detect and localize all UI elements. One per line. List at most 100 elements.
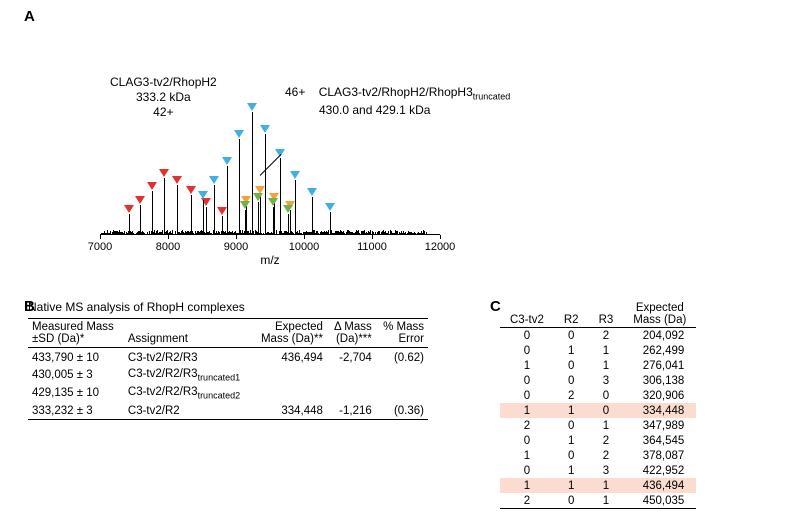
cell: 1 (589, 493, 624, 509)
cell: 334,448 (623, 403, 696, 418)
table-row: 433,790 ± 10C3-tv2/R2/R3436,494-2,704(0.… (28, 348, 428, 367)
tblB-header: Δ Mass(Da)*** (327, 319, 376, 348)
cell (252, 366, 327, 384)
x-tick (100, 235, 101, 239)
table-row: 201347,989 (500, 418, 696, 433)
cell (327, 384, 376, 402)
table-row: 201450,035 (500, 493, 696, 509)
panel-b-table-wrap: Native MS analysis of RhopH complexes Me… (28, 300, 428, 420)
cell: (0.36) (376, 403, 428, 420)
cell: 1 (500, 478, 554, 493)
tblC-header: ExpectedMass (Da) (623, 300, 696, 328)
ms-peak (227, 166, 228, 234)
table-row: 111436,494 (500, 478, 696, 493)
panel-a-label: A (24, 8, 35, 25)
blue-marker (325, 203, 335, 211)
green-marker (253, 193, 263, 201)
table-row: 101276,041 (500, 358, 696, 373)
table-row: 020320,906 (500, 388, 696, 403)
cell: 1 (500, 403, 554, 418)
panel-b-table: Measured Mass±SD (Da)*AssignmentExpected… (28, 318, 428, 420)
table-row: 430,005 ± 3C3-tv2/R2/R3truncated1 (28, 366, 428, 384)
chart-area: m/z 700080009000100001100012000 (100, 105, 440, 235)
red-marker (124, 205, 134, 213)
cell: C3-tv2/R2/R3 (124, 348, 252, 367)
cell: 0 (500, 463, 554, 478)
x-axis-label: m/z (260, 253, 279, 267)
table-row: 102378,087 (500, 448, 696, 463)
blue-marker (260, 125, 270, 133)
cell: 0 (554, 328, 589, 344)
ms-peak (258, 202, 259, 234)
table-row: 333,232 ± 3C3-tv2/R2334,448-1,216(0.36) (28, 403, 428, 420)
cell: 262,499 (623, 343, 696, 358)
cell: 430,005 ± 3 (28, 366, 124, 384)
ms-peak (214, 185, 215, 234)
cell: C3-tv2/R2/R3truncated1 (124, 366, 252, 384)
green-marker (268, 198, 278, 206)
blue-marker (247, 103, 257, 111)
ms-peak (239, 139, 240, 234)
x-axis (100, 234, 440, 235)
cell: 0 (589, 403, 624, 418)
ms-peak (206, 207, 207, 234)
ms-peak (203, 200, 204, 234)
annotation-truncated: 46+ CLAG3-tv2/RhopH2/RhopH3truncated430.… (285, 85, 510, 118)
cell: 364,545 (623, 433, 696, 448)
panel-a-chart: m/z 700080009000100001100012000 CLAG3-tv… (70, 10, 490, 280)
cell: 0 (500, 388, 554, 403)
red-marker (159, 169, 169, 177)
ms-peak (246, 205, 247, 234)
cell: 436,494 (623, 478, 696, 493)
x-tick-label: 12000 (425, 241, 456, 253)
cell (252, 384, 327, 402)
red-marker (147, 182, 157, 190)
cell: 1 (500, 358, 554, 373)
cell: 436,494 (252, 348, 327, 367)
ms-peak (245, 210, 246, 234)
cell: 1 (589, 343, 624, 358)
cell: 422,952 (623, 463, 696, 478)
cell: 2 (500, 418, 554, 433)
table-row: 002204,092 (500, 328, 696, 344)
table-row: 110334,448 (500, 403, 696, 418)
blue-marker (198, 191, 208, 199)
cell: 1 (589, 478, 624, 493)
panel-b-title: Native MS analysis of RhopH complexes (28, 300, 428, 314)
ms-peak (164, 178, 165, 234)
cell: 1 (589, 418, 624, 433)
cell: 1 (554, 343, 589, 358)
cell: 0 (500, 343, 554, 358)
x-tick (236, 235, 237, 239)
cell: 0 (554, 493, 589, 509)
cell: 334,448 (252, 403, 327, 420)
cell: 0 (500, 433, 554, 448)
tblC-header: R3 (589, 300, 624, 328)
cell: 0 (554, 373, 589, 388)
cell: C3-tv2/R2/R3truncated2 (124, 384, 252, 402)
cell: 0 (554, 448, 589, 463)
cell: 0 (589, 388, 624, 403)
cell: 306,138 (623, 373, 696, 388)
cell: (0.62) (376, 348, 428, 367)
cell: 378,087 (623, 448, 696, 463)
cell: 2 (589, 328, 624, 344)
x-tick-label: 10000 (289, 241, 320, 253)
ms-peak (129, 214, 130, 234)
x-tick (304, 235, 305, 239)
table-row: 012364,545 (500, 433, 696, 448)
tblB-header: ExpectedMass (Da)** (252, 319, 327, 348)
x-tick-label: 8000 (156, 241, 180, 253)
blue-marker (234, 130, 244, 138)
cell: 433,790 ± 10 (28, 348, 124, 367)
table-row: 003306,138 (500, 373, 696, 388)
cell: 0 (554, 418, 589, 433)
annotation-dimer: CLAG3-tv2/RhopH2333.2 kDa42+ (110, 75, 217, 120)
ms-peak (330, 212, 331, 234)
cell: 0 (500, 373, 554, 388)
ms-peak (295, 180, 296, 234)
x-tick-label: 7000 (88, 241, 112, 253)
x-tick-label: 11000 (357, 241, 387, 253)
ms-peak (177, 185, 178, 234)
cell (327, 366, 376, 384)
